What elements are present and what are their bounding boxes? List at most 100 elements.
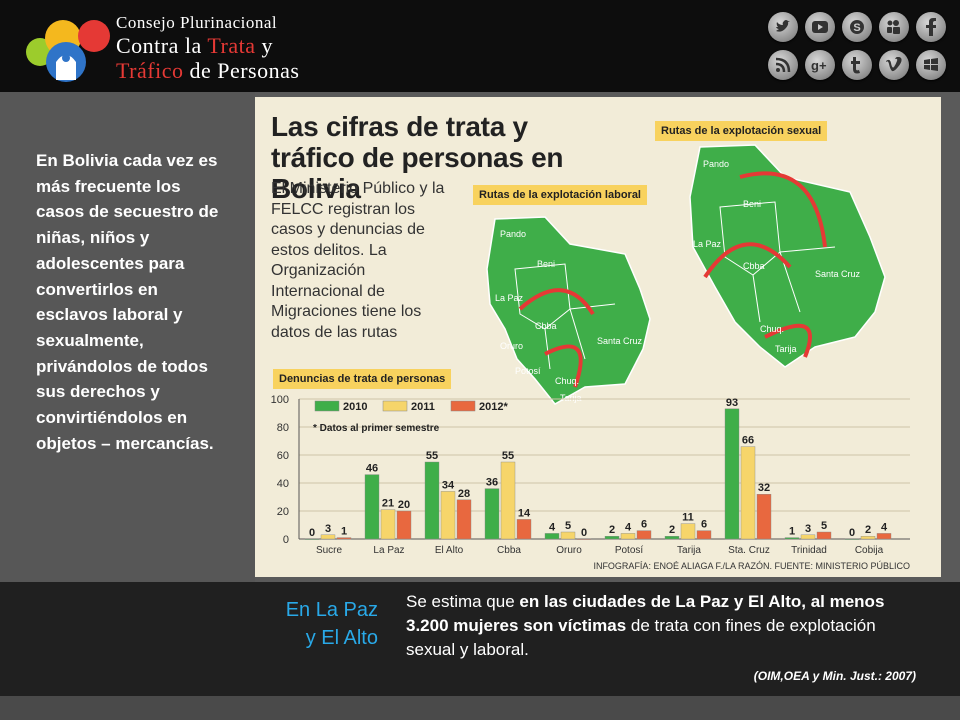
- category-label: Cbba: [497, 545, 521, 556]
- facebook-icon[interactable]: [916, 12, 946, 42]
- y-tick-label: 40: [277, 478, 289, 490]
- bar-oruro-2012: [576, 538, 592, 540]
- logo-icon: [26, 20, 110, 82]
- footer-text: Se estima que en las ciudades de La Paz …: [406, 590, 926, 662]
- map-large-label-beni: Beni: [743, 199, 761, 209]
- category-label: Trinidad: [791, 545, 827, 556]
- bar-potos--2010: [604, 535, 620, 540]
- y-tick-label: 100: [271, 394, 289, 406]
- data-label: 2: [865, 524, 871, 536]
- legend-swatch: [450, 400, 476, 412]
- logo-line-2c: y: [255, 33, 273, 58]
- infographic: Las cifras de trata y tráfico de persona…: [255, 97, 941, 577]
- category-label: El Alto: [435, 545, 464, 556]
- bar-cobija-2010: [844, 538, 860, 540]
- tag-denuncias: Denuncias de trata de personas: [273, 369, 452, 389]
- category-label: Cobija: [855, 545, 884, 556]
- bar-sucre-2011: [320, 534, 336, 540]
- data-label: 32: [758, 482, 770, 494]
- twitter-icon[interactable]: [768, 12, 798, 42]
- map-small-label-potosi: Potosí: [515, 366, 541, 376]
- bar-tarija-2012: [696, 530, 712, 540]
- data-label: 36: [486, 477, 498, 489]
- map-small-label-cbba: Cbba: [535, 321, 557, 331]
- map-explotacion-laboral: Pando Beni La Paz Cbba Oruro Santa Cruz …: [486, 216, 651, 405]
- data-label: 3: [805, 523, 811, 535]
- bar-cobija-2012: [876, 533, 892, 540]
- rss-icon[interactable]: [768, 50, 798, 80]
- bottom-band: [0, 696, 960, 720]
- category-label: La Paz: [373, 545, 404, 556]
- data-label: 55: [502, 450, 514, 462]
- map-large-label-pando: Pando: [703, 159, 729, 169]
- map-small-label-oruro: Oruro: [500, 341, 523, 351]
- map-large-label-lapaz: La Paz: [693, 239, 722, 249]
- footer-heading: En La Paz y El Alto: [286, 596, 378, 652]
- legend-label: 2012*: [479, 401, 508, 413]
- logo-line-1: Consejo Plurinacional: [116, 13, 278, 32]
- bar-sta-cruz-2010: [724, 408, 740, 540]
- bar-oruro-2010: [544, 533, 560, 540]
- logo-line-3: Tráfico de Personas: [116, 60, 299, 82]
- y-tick-label: 0: [283, 534, 289, 546]
- data-label: 66: [742, 435, 754, 447]
- data-label: 2: [669, 524, 675, 536]
- legend-swatch: [382, 400, 408, 412]
- myspace-icon[interactable]: [879, 12, 909, 42]
- data-label: 93: [726, 397, 738, 409]
- legend-swatch: [314, 400, 340, 412]
- footer-text-a: Se estima que: [406, 592, 520, 611]
- bar-potos--2011: [620, 533, 636, 540]
- data-label: 4: [549, 521, 556, 533]
- bar-oruro-2011: [560, 531, 576, 540]
- intro-text: En Bolivia cada vez es más frecuente los…: [36, 151, 219, 453]
- logo-line-2b: Trata: [207, 33, 256, 58]
- bar-sucre-2012: [336, 537, 352, 540]
- map-large-label-cbba: Cbba: [743, 261, 765, 271]
- data-label: 3: [325, 523, 331, 535]
- bar-el-alto-2011: [440, 491, 456, 540]
- footer-band: [0, 582, 960, 696]
- data-label: 20: [398, 499, 410, 511]
- google-plus-icon[interactable]: g+: [805, 50, 835, 80]
- legend-label: 2011: [411, 401, 435, 413]
- bar-trinidad-2010: [784, 537, 800, 540]
- tag-rutas-sexual: Rutas de la explotación sexual: [655, 121, 828, 141]
- footer-text-c: de trata con fines de explotación sexual…: [406, 616, 876, 659]
- bar-trinidad-2011: [800, 534, 816, 540]
- bar-tarija-2011: [680, 523, 696, 540]
- y-tick-label: 20: [277, 506, 289, 518]
- data-label: 1: [789, 526, 795, 538]
- windows-icon[interactable]: [916, 50, 946, 80]
- bar-el-alto-2012: [456, 499, 472, 540]
- infographic-credit: INFOGRAFÍA: ENOÉ ALIAGA F./LA RAZÓN. FUE…: [593, 561, 910, 571]
- data-label: 2: [609, 524, 615, 536]
- data-label: 34: [442, 479, 455, 491]
- bar-cobija-2011: [860, 535, 876, 540]
- bar-cbba-2010: [484, 488, 500, 540]
- social-icons: S g+: [768, 12, 946, 82]
- logo-line-3a: Tráfico: [116, 58, 184, 83]
- map-small-label-tarija: Tarija: [560, 393, 582, 403]
- data-label: 46: [366, 463, 378, 475]
- bar-tarija-2010: [664, 535, 680, 540]
- vimeo-icon[interactable]: [879, 50, 909, 80]
- skype-icon[interactable]: S: [842, 12, 872, 42]
- data-label: 5: [565, 520, 571, 532]
- youtube-icon[interactable]: [805, 12, 835, 42]
- category-label: Tarija: [677, 545, 701, 556]
- svg-text:S: S: [853, 22, 860, 34]
- category-label: Oruro: [556, 545, 582, 556]
- logo-line-2: Contra la Trata y: [116, 35, 299, 57]
- map-large-label-santacruz: Santa Cruz: [815, 269, 861, 279]
- bar-el-alto-2010: [424, 461, 440, 540]
- category-label: Sta. Cruz: [728, 545, 770, 556]
- logo-title: Consejo Plurinacional Contra la Trata y …: [116, 14, 299, 82]
- footer-text-b: en las ciudades de La Paz y El Alto, al …: [406, 592, 885, 635]
- svg-text:g+: g+: [811, 58, 827, 73]
- footer-source: (OIM,OEA y Min. Just.: 2007): [753, 669, 916, 683]
- map-large-label-tarija: Tarija: [775, 344, 797, 354]
- tumblr-icon[interactable]: [842, 50, 872, 80]
- left-panel: [0, 92, 255, 582]
- data-label: 11: [682, 512, 694, 524]
